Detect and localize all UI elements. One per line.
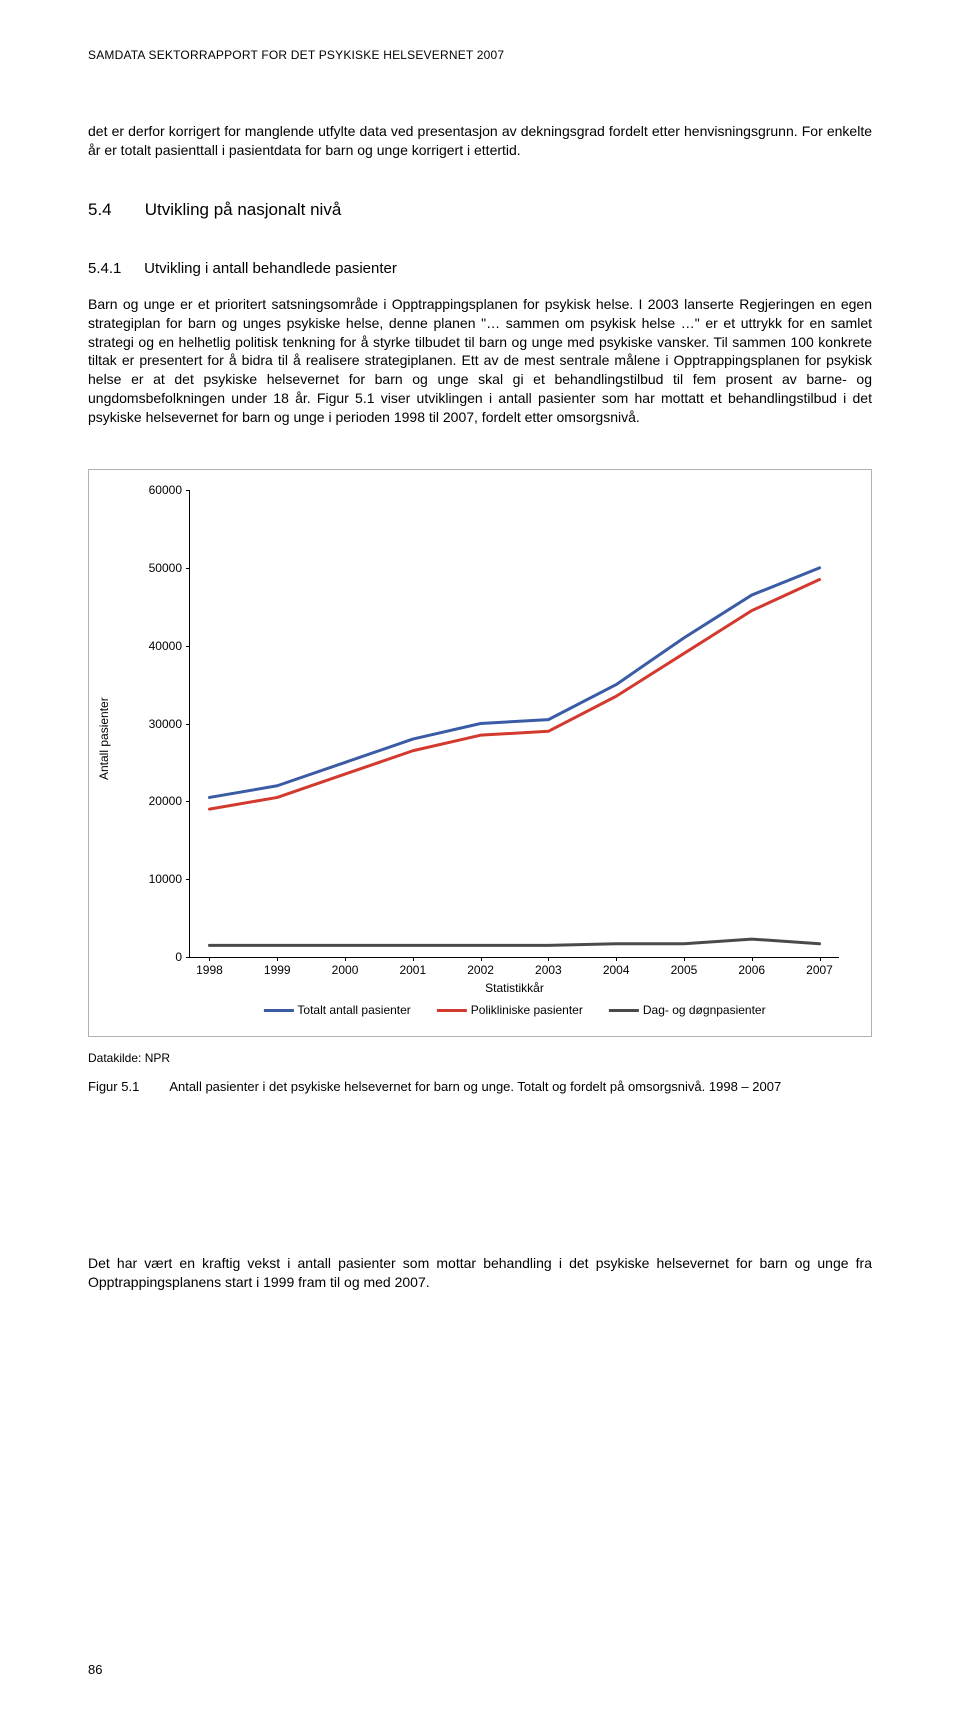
paragraph-body: Barn og unge er et prioritert satsningso… bbox=[88, 295, 872, 427]
legend-item: Polikliniske pasienter bbox=[437, 1003, 583, 1017]
y-tick-label: 50000 bbox=[126, 561, 182, 575]
y-tick-label: 20000 bbox=[126, 794, 182, 808]
section-heading: 5.4 Utvikling på nasjonalt nivå bbox=[88, 200, 872, 220]
series-line bbox=[209, 939, 819, 945]
subsection-heading: 5.4.1 Utvikling i antall behandlede pasi… bbox=[88, 260, 872, 277]
section-title: Utvikling på nasjonalt nivå bbox=[145, 200, 342, 219]
paragraph-intro: det er derfor korrigert for manglende ut… bbox=[88, 122, 872, 160]
subsection-title: Utvikling i antall behandlede pasienter bbox=[144, 260, 397, 277]
x-tick-label: 1998 bbox=[196, 963, 223, 977]
x-tick-label: 2003 bbox=[535, 963, 562, 977]
x-tick-label: 2005 bbox=[671, 963, 698, 977]
running-header: SAMDATA SEKTORRAPPORT FOR DET PSYKISKE H… bbox=[88, 48, 872, 62]
section-number: 5.4 bbox=[88, 200, 140, 220]
legend-swatch bbox=[263, 1009, 293, 1012]
data-source: Datakilde: NPR bbox=[88, 1051, 872, 1065]
y-tick-label: 10000 bbox=[126, 872, 182, 886]
series-line bbox=[209, 568, 819, 798]
x-tick-label: 2004 bbox=[603, 963, 630, 977]
trailing-paragraph: Det har vært en kraftig vekst i antall p… bbox=[88, 1254, 872, 1292]
x-axis-title: Statistikkår bbox=[485, 981, 544, 995]
x-tick-label: 1999 bbox=[264, 963, 291, 977]
legend-label: Polikliniske pasienter bbox=[471, 1003, 583, 1017]
figure-caption: Figur 5.1 Antall pasienter i det psykisk… bbox=[88, 1079, 872, 1094]
legend-swatch bbox=[609, 1009, 639, 1012]
series-line bbox=[209, 580, 819, 810]
x-tick-label: 2006 bbox=[738, 963, 765, 977]
figure-label: Figur 5.1 bbox=[88, 1079, 139, 1094]
legend-item: Dag- og døgnpasienter bbox=[609, 1003, 766, 1017]
subsection-number: 5.4.1 bbox=[88, 260, 140, 277]
y-tick-label: 0 bbox=[126, 950, 182, 964]
y-axis-title: Antall pasienter bbox=[97, 697, 111, 780]
figure-caption-text: Antall pasienter i det psykiske helsever… bbox=[169, 1079, 872, 1094]
legend-label: Dag- og døgnpasienter bbox=[643, 1003, 766, 1017]
legend-label: Totalt antall pasienter bbox=[297, 1003, 410, 1017]
legend-item: Totalt antall pasienter bbox=[263, 1003, 410, 1017]
x-tick-label: 2002 bbox=[467, 963, 494, 977]
x-tick-label: 2000 bbox=[332, 963, 359, 977]
figure-5-1-chart: Antall pasienter 0 10000 20000 30000 40000 50… bbox=[88, 469, 872, 1037]
page-number: 86 bbox=[88, 1662, 102, 1677]
x-tick-label: 2007 bbox=[806, 963, 833, 977]
y-tick-label: 30000 bbox=[126, 717, 182, 731]
legend-swatch bbox=[437, 1009, 467, 1012]
y-tick-label: 40000 bbox=[126, 639, 182, 653]
x-tick-label: 2001 bbox=[399, 963, 426, 977]
y-tick-label: 60000 bbox=[126, 483, 182, 497]
chart-legend: Totalt antall pasienter Polikliniske pasi… bbox=[263, 1003, 765, 1017]
